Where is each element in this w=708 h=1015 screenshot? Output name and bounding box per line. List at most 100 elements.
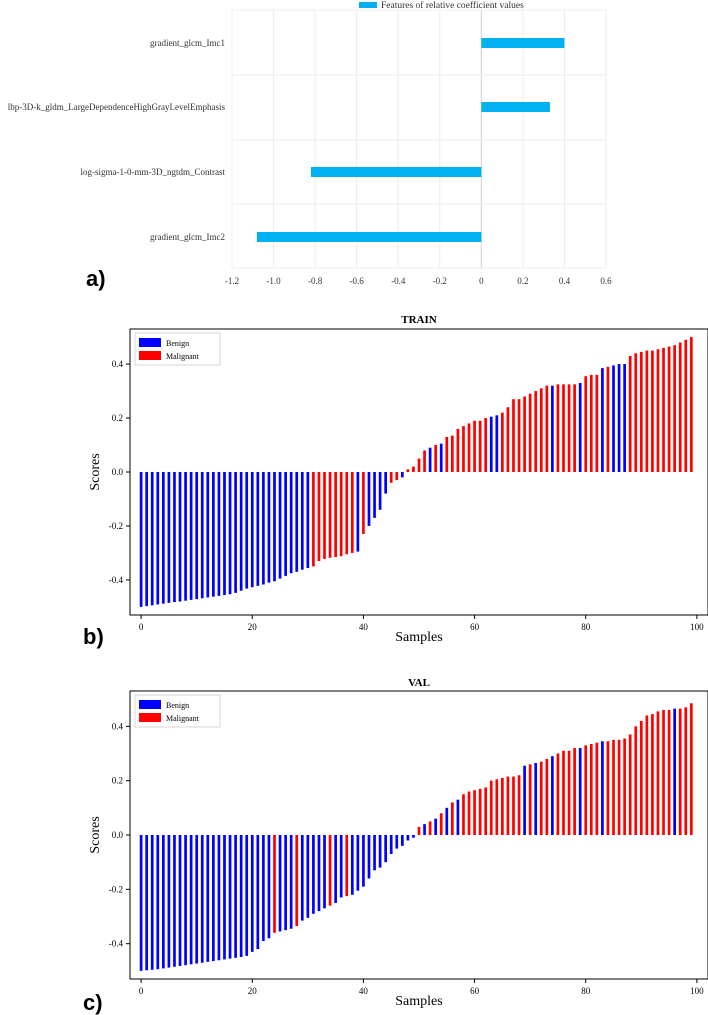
benign-bar	[173, 472, 176, 603]
benign-bar	[228, 472, 232, 595]
malignant-bar	[517, 775, 521, 835]
malignant-bar	[656, 711, 660, 835]
y-tick-label: 0.2	[112, 776, 123, 786]
benign-bar	[300, 472, 304, 570]
chart-title: TRAIN	[401, 314, 437, 326]
malignant-bar	[362, 472, 365, 535]
malignant-bar	[417, 458, 421, 472]
malignant-bar	[456, 428, 460, 472]
malignant-bar	[323, 472, 326, 559]
benign-bar	[289, 472, 293, 574]
x-tick-label: 40	[359, 986, 369, 996]
malignant-bar	[412, 466, 415, 472]
benign-bar	[145, 835, 149, 971]
benign-bar	[356, 835, 360, 891]
y-tick-label: 0.4	[112, 721, 124, 731]
x-tick-label: 80	[581, 622, 591, 632]
benign-bar	[306, 835, 310, 918]
malignant-bar	[567, 750, 571, 835]
malignant-bar	[478, 420, 482, 472]
benign-bar	[195, 472, 199, 600]
benign-bar	[262, 835, 265, 941]
x-tick-label: 80	[581, 986, 591, 996]
malignant-bar	[539, 761, 543, 835]
legend-label-malignant: Malignant	[166, 714, 200, 723]
legend: Benign Malignant	[134, 694, 221, 728]
benign-bar	[456, 799, 460, 835]
malignant-bar	[612, 739, 615, 835]
malignant-bar	[606, 741, 610, 835]
malignant-bar	[595, 374, 599, 472]
y-tick-label: 0.0	[112, 830, 124, 840]
x-tick-label: -0.4	[391, 276, 406, 286]
legend: Benign Malignant	[134, 332, 221, 366]
malignant-bar	[689, 703, 693, 835]
benign-bar	[256, 472, 260, 586]
malignant-bar	[651, 350, 654, 472]
benign-bar	[356, 472, 360, 552]
benign-bar	[412, 835, 415, 838]
benign-bar	[239, 835, 243, 957]
malignant-bar	[462, 426, 465, 472]
benign-bar	[623, 364, 626, 472]
benign-bar	[178, 835, 182, 966]
malignant-bar	[484, 418, 488, 472]
benign-bar	[384, 835, 388, 863]
benign-bar	[673, 708, 677, 835]
benign-bar	[384, 472, 388, 494]
panel-label-c: c)	[83, 990, 103, 1015]
benign-bar	[139, 472, 143, 607]
malignant-bar	[662, 710, 665, 835]
malignant-bar	[562, 384, 565, 472]
benign-bar	[145, 472, 149, 607]
malignant-bar	[678, 708, 682, 835]
malignant-bar	[473, 790, 476, 835]
malignant-bar	[273, 835, 276, 933]
malignant-bar	[617, 739, 621, 835]
malignant-bar	[645, 350, 649, 472]
benign-bar	[223, 835, 226, 960]
malignant-bar	[495, 779, 499, 835]
benign-bar	[362, 835, 365, 887]
benign-bar	[234, 835, 237, 958]
feature-label: gradient_glcm_Imc1	[150, 38, 225, 48]
malignant-bar	[684, 707, 688, 835]
feature-label: log-sigma-1-0-mm-3D_ngtdm_Contrast	[81, 167, 226, 177]
benign-bar	[439, 443, 443, 472]
benign-bar	[367, 835, 371, 879]
coefficient-chart: gradient_glcm_Imc1 lbp-3D-k_gldm_LargeDep…	[8, 0, 612, 286]
malignant-bar	[295, 835, 299, 927]
malignant-bar	[462, 794, 465, 835]
benign-bar	[601, 741, 604, 835]
legend-label: Features of relative coefficient values	[381, 0, 524, 11]
malignant-bar	[523, 396, 526, 472]
legend-swatch	[359, 2, 377, 8]
benign-bar	[378, 835, 382, 868]
benign-bar	[400, 472, 404, 478]
benign-bar	[317, 835, 321, 912]
malignant-bar	[439, 813, 443, 835]
malignant-bar	[656, 349, 660, 472]
benign-bar	[195, 835, 199, 964]
malignant-bar	[389, 472, 393, 483]
malignant-bar	[489, 780, 493, 835]
coefficient-bar	[481, 38, 565, 48]
benign-bar	[184, 835, 187, 966]
benign-bar	[212, 472, 215, 597]
benign-bar	[406, 835, 410, 841]
benign-bar	[223, 472, 226, 596]
legend-swatch-benign	[139, 338, 161, 347]
malignant-bar	[628, 734, 632, 835]
benign-bar	[167, 472, 171, 603]
malignant-bar	[395, 472, 399, 481]
legend-swatch-malignant	[139, 351, 161, 360]
benign-bar	[373, 835, 376, 871]
benign-bar	[228, 835, 232, 959]
benign-bar	[551, 756, 554, 835]
malignant-bar	[406, 469, 410, 472]
malignant-bar	[450, 435, 454, 472]
benign-bar	[523, 765, 526, 835]
train-score-chart: TRAIN 0 20 40 60 80 100 -0.4 -0.2 0.0 0.2 0.4 Samp…	[88, 314, 708, 645]
benign-bar	[400, 835, 404, 846]
malignant-bar	[673, 345, 677, 472]
